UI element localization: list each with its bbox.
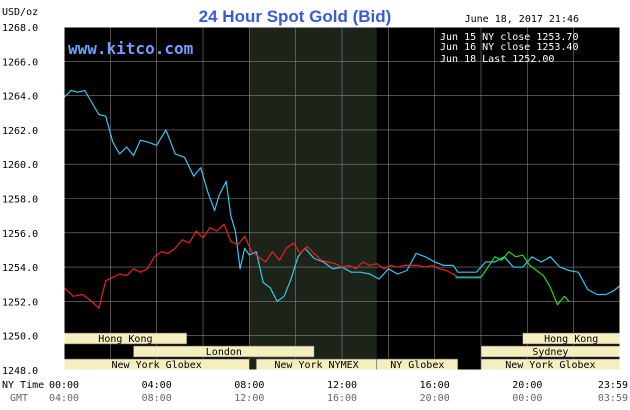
x-tick-label-gmt: 00:00 — [512, 393, 542, 404]
session-bar: New York NYMEX — [255, 358, 378, 371]
series-lines — [63, 89, 621, 309]
y-tick-label: 1254.0 — [2, 263, 38, 274]
x-axis-tick-labels: 00:00 04:00 04:00 08:00 08:00 12:00 12:00 16:00… — [49, 380, 628, 404]
x-tick-label-ny: 20:00 — [512, 380, 542, 391]
x-tick-label-ny: 04:00 — [142, 380, 172, 391]
session-bar: New York Globex — [480, 358, 621, 371]
session-label: London — [206, 347, 242, 358]
session-bar: London — [133, 345, 315, 358]
session-label: New York Globex — [505, 360, 595, 371]
x-tick-label-gmt: 03:59 — [598, 393, 628, 404]
session-label: Hong Kong — [544, 334, 598, 345]
series-line-jun18 — [480, 251, 570, 306]
x-axis-label-gmt: GMT — [10, 393, 28, 404]
session-bar-fill — [133, 345, 315, 358]
y-tick-label: 1258.0 — [2, 195, 38, 206]
y-tick-label: 1262.0 — [2, 126, 38, 137]
plot-frame — [63, 26, 621, 371]
legend-item-jun18: Jun 18 Last 1252.00 — [440, 54, 554, 65]
timestamp-label: June 18, 2017 21:46 — [465, 14, 579, 25]
x-tick-label-gmt: 20:00 — [420, 393, 450, 404]
session-label: Hong Kong — [98, 334, 152, 345]
legend: Jun 15 NY close 1253.70 Jun 16 NY close … — [440, 32, 578, 65]
legend-swatch: - — [440, 32, 446, 43]
session-bar: New York Globex — [63, 358, 250, 371]
session-label: New York NYMEX — [274, 360, 358, 371]
legend-item-jun15: Jun 15 NY close 1253.70 — [440, 32, 578, 43]
session-bars: Hong Kong Hong Kong London Sydney New York G… — [63, 332, 621, 371]
y-tick-label: 1256.0 — [2, 229, 38, 240]
y-tick-label: 1248.0 — [2, 366, 38, 377]
x-axis-label-ny: NY Time — [2, 380, 44, 391]
y-axis-tick-labels: 1248.0 1250.0 1252.0 1254.0 1256.0 1258.0 1260… — [2, 23, 38, 377]
session-bar: Sydney — [480, 345, 621, 358]
x-tick-label-gmt: 04:00 — [49, 393, 79, 404]
y-tick-label: 1250.0 — [2, 332, 38, 343]
x-tick-label-gmt: 08:00 — [142, 393, 172, 404]
x-tick-label-gmt: 16:00 — [327, 393, 357, 404]
y-tick-label: 1268.0 — [2, 23, 38, 34]
x-tick-label-ny: 12:00 — [327, 380, 357, 391]
x-tick-label-ny: 08:00 — [234, 380, 264, 391]
chart-title: 24 Hour Spot Gold (Bid) — [199, 7, 392, 26]
y-tick-label: 1266.0 — [2, 57, 38, 68]
legend-item-jun16: Jun 16 NY close 1253.40 — [440, 42, 578, 53]
legend-swatch: - — [440, 42, 446, 53]
session-bar: Hong Kong — [522, 332, 621, 345]
watermark: www.kitco.com — [68, 39, 194, 58]
session-label: New York Globex — [112, 360, 202, 371]
series-line-jun16 — [63, 223, 459, 309]
y-unit-label: USD/oz — [2, 7, 38, 18]
x-tick-label-gmt: 12:00 — [234, 393, 264, 404]
session-label: NY Globex — [390, 360, 444, 371]
session-label: Sydney — [532, 347, 568, 358]
x-tick-label-ny: 23:59 — [598, 380, 628, 391]
session-bar: Hong Kong — [63, 332, 188, 345]
session-bar: NY Globex — [376, 358, 459, 371]
x-tick-label-ny: 00:00 — [49, 380, 79, 391]
plot-area: Hong Kong Hong Kong London Sydney New York G… — [63, 26, 621, 371]
x-tick-label-ny: 16:00 — [420, 380, 450, 391]
y-tick-label: 1252.0 — [2, 297, 38, 308]
legend-swatch: - — [440, 54, 446, 65]
y-tick-label: 1260.0 — [2, 160, 38, 171]
y-tick-label: 1264.0 — [2, 92, 38, 103]
